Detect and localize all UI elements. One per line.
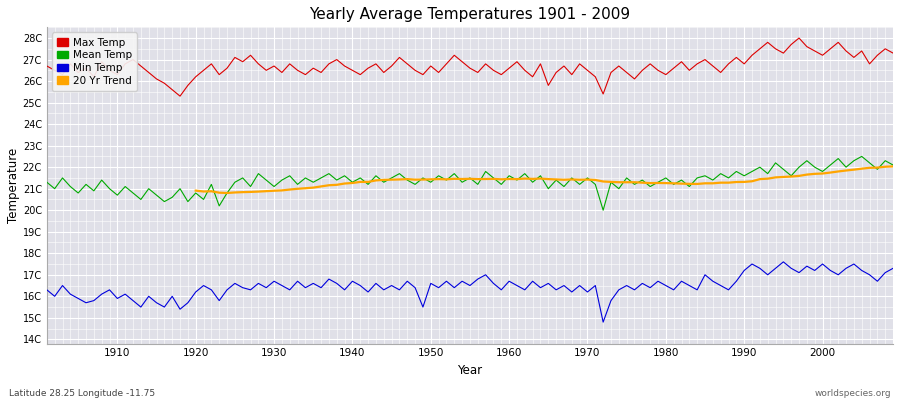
Legend: Max Temp, Mean Temp, Min Temp, 20 Yr Trend: Max Temp, Mean Temp, Min Temp, 20 Yr Tre… [52,32,137,91]
Text: worldspecies.org: worldspecies.org [814,389,891,398]
Y-axis label: Temperature: Temperature [7,148,20,223]
X-axis label: Year: Year [457,364,482,377]
Text: Latitude 28.25 Longitude -11.75: Latitude 28.25 Longitude -11.75 [9,389,155,398]
Title: Yearly Average Temperatures 1901 - 2009: Yearly Average Temperatures 1901 - 2009 [310,7,631,22]
